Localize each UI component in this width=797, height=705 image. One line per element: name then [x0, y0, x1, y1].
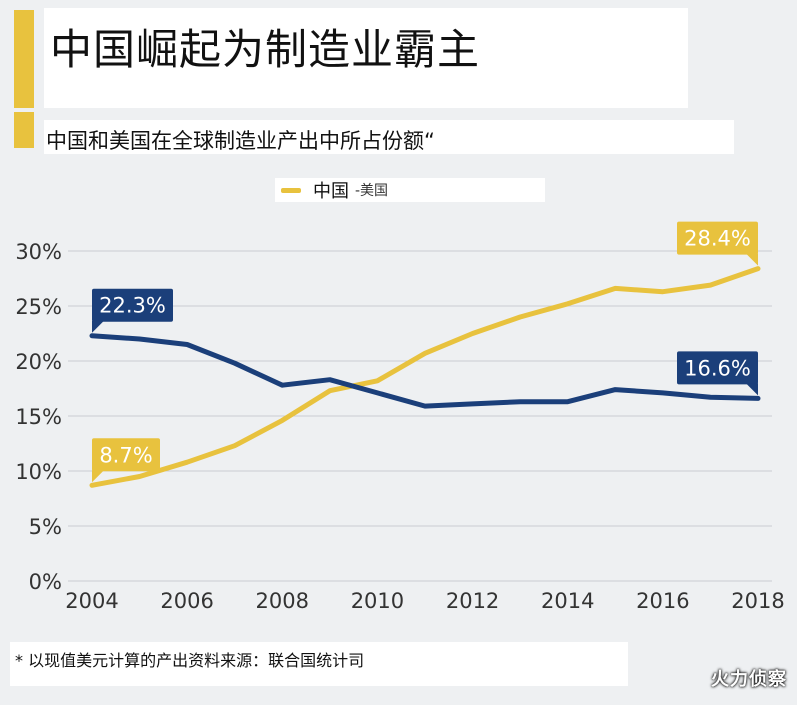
- legend-item-china: 中国: [281, 178, 349, 202]
- y-tick-label: 25%: [15, 295, 62, 319]
- x-axis-ticks: 2004 2006 2008 2010 2012 2014 2016 2018: [65, 589, 784, 613]
- legend-label-us: -美国: [355, 183, 389, 199]
- chart-subtitle: 中国和美国在全球制造业产出中所占份额“: [46, 129, 435, 153]
- data-label-pointer: [746, 253, 758, 266]
- footnote-box: * 以现值美元计算的产出资料来源：联合国统计司: [10, 642, 628, 686]
- x-tick-label: 2012: [446, 589, 499, 613]
- data-label-china-2004: 8.7%: [92, 438, 160, 483]
- x-tick-label: 2008: [256, 589, 309, 613]
- grid-lines: [68, 250, 772, 582]
- data-label-pointer: [746, 383, 758, 396]
- y-tick-label: 20%: [15, 350, 62, 374]
- legend-swatch-china: [281, 187, 301, 193]
- data-labels: 22.3% 16.6% 8.7% 28.4%: [92, 221, 758, 483]
- data-label-pointer: [92, 320, 104, 333]
- data-label-us-2018: 16.6%: [677, 351, 758, 396]
- page-title: 中国崛起为制造业霸主: [50, 25, 481, 74]
- legend-label-china: 中国: [313, 181, 349, 202]
- data-label-pointer: [92, 470, 104, 483]
- data-label-box: [92, 438, 160, 472]
- series-line-china: [89, 266, 761, 488]
- data-label-text: 28.4%: [684, 227, 751, 251]
- data-label-text: 16.6%: [684, 356, 751, 380]
- x-tick-label: 2018: [731, 589, 784, 613]
- data-label-china-2018: 28.4%: [677, 221, 758, 266]
- watermark: 火力侦察: [711, 669, 787, 690]
- y-tick-label: 30%: [15, 240, 62, 264]
- x-tick-label: 2010: [351, 589, 404, 613]
- x-tick-label: 2006: [160, 589, 213, 613]
- data-label-box: [92, 288, 173, 322]
- x-tick-label: 2004: [65, 589, 118, 613]
- subtitle-accent-bar: [14, 112, 34, 148]
- data-label-text: 22.3%: [99, 294, 166, 318]
- x-tick-label: 2014: [541, 589, 594, 613]
- data-label-us-2004: 22.3%: [92, 288, 173, 333]
- y-tick-label: 0%: [29, 570, 62, 594]
- y-axis-ticks: 0% 5% 10% 15% 20% 25% 30%: [15, 240, 62, 594]
- x-tick-label: 2016: [636, 589, 689, 613]
- data-label-box: [677, 351, 758, 385]
- series-lines: [89, 266, 761, 488]
- legend-item-us: -美国: [355, 178, 388, 202]
- chart-legend: 中国 -美国: [275, 178, 545, 202]
- title-accent-bar: [14, 10, 34, 108]
- y-tick-label: 10%: [15, 460, 62, 484]
- subtitle-box: 中国和美国在全球制造业产出中所占份额“: [44, 120, 734, 154]
- y-tick-label: 15%: [15, 405, 62, 429]
- title-box: 中国崛起为制造业霸主: [44, 8, 688, 108]
- y-tick-label: 5%: [29, 515, 62, 539]
- data-label-box: [677, 221, 758, 255]
- data-label-text: 8.7%: [99, 443, 152, 467]
- series-line-us: [89, 333, 761, 409]
- footnote: * 以现值美元计算的产出资料来源：联合国统计司: [15, 651, 365, 670]
